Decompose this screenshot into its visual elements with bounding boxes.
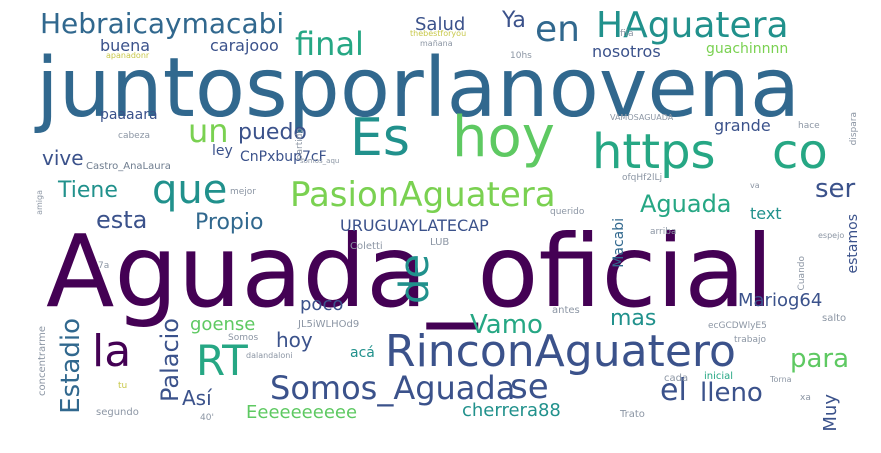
word-hace: hace xyxy=(798,121,820,131)
word-10hs: 10hs xyxy=(510,51,532,61)
word-un: un xyxy=(188,112,229,150)
word-el: el xyxy=(660,373,687,408)
word-buena: buena xyxy=(100,36,151,55)
word-vamo: Vamo xyxy=(470,310,543,340)
word-espejo: espejo xyxy=(818,231,845,240)
word-trabajo: trabajo xyxy=(734,335,766,345)
word-rt: RT xyxy=(196,336,248,385)
word-pasionaguatera: PasionAguatera xyxy=(290,175,556,215)
word-xa: xa xyxy=(800,393,811,403)
word-haguatera: HAguatera xyxy=(596,5,789,46)
word-thebestforyou: thebestforyou xyxy=(410,29,467,38)
word-en: en xyxy=(535,9,580,50)
word-antes: antes xyxy=(552,305,580,316)
word-somos-aqu: somos_aqu xyxy=(300,157,340,165)
word-final: final xyxy=(295,25,364,63)
word-ofqhf2llj: ofqHf2lLj xyxy=(622,173,663,183)
word-partido: partido xyxy=(295,128,305,161)
word-ley: ley xyxy=(212,143,233,159)
word-uruguaylatecap: URUGUAYLATECAP xyxy=(340,216,489,235)
word-inicial: inicial xyxy=(704,371,734,382)
word-mas: mas xyxy=(610,306,657,331)
word-cada: cada xyxy=(664,373,689,384)
word-tu: tu xyxy=(118,381,128,391)
word-amiga: amiga xyxy=(35,190,44,215)
word-mariog64: Mariog64 xyxy=(738,290,823,311)
word-ecgcdwlye5: ecGCDWlyE5 xyxy=(708,321,767,331)
word-poco: poco xyxy=(300,294,344,315)
word-ser: ser xyxy=(815,174,856,204)
word-para: para xyxy=(790,344,850,374)
word-vive: vive xyxy=(42,146,84,170)
word-lleno: lleno xyxy=(700,378,763,408)
word-fila: fila xyxy=(620,29,634,39)
word-goense: goense xyxy=(190,314,256,335)
word-palacio: Palacio xyxy=(156,318,184,403)
word-cabeza: cabeza xyxy=(118,131,150,141)
word-tiene: Tiene xyxy=(58,178,118,203)
word-cherrera88: cherrera88 xyxy=(462,400,561,421)
word-se: se xyxy=(510,367,549,407)
word-concentrarme: concentrarme xyxy=(37,326,48,396)
word-querido: querido xyxy=(550,207,585,217)
word-dalandaloni: dalandaloni xyxy=(246,351,293,360)
word-esta: esta xyxy=(96,206,148,234)
word-lub: LUB xyxy=(430,237,450,248)
word-puedo: puedo xyxy=(238,120,307,145)
word-aca: acá xyxy=(350,345,375,361)
word-manana: mañana xyxy=(420,39,453,48)
word-40: 40' xyxy=(200,413,214,423)
word-hoy-large: hoy xyxy=(452,105,555,170)
word-hebraicaymacabi: Hebraicaymacabi xyxy=(40,7,285,40)
word-aguada-oficial: Aguada_oficial xyxy=(46,213,774,330)
word-text: text xyxy=(750,204,782,223)
word-torna: Torna xyxy=(770,375,792,384)
word-carajooo: carajooo xyxy=(210,36,279,55)
word-apanadonr: apanadonr xyxy=(106,51,150,60)
word-https: https xyxy=(592,124,716,180)
word-hoy-small: hoy xyxy=(276,328,313,352)
word-mejor: mejor xyxy=(230,187,257,197)
word-cnpxbup7cf: CnPxbup7cF xyxy=(240,149,327,165)
word-cuando: Cuando xyxy=(797,256,807,291)
word-vamosaguada: VAMOSAGUADA xyxy=(610,113,674,122)
word-juntosporlanovena: juntosporlanovena xyxy=(36,41,801,136)
word-eeeeeeeeee: Eeeeeeeeee xyxy=(246,402,358,423)
word-arriba: arriba xyxy=(650,227,677,237)
word-estadio: Estadio xyxy=(56,318,86,414)
word-paaaara: paaaara xyxy=(100,107,158,123)
word-nosotros: nosotros xyxy=(592,42,661,61)
word-propio: Propio xyxy=(195,210,264,235)
word-trato: Trato xyxy=(620,409,645,420)
word-de: de xyxy=(392,254,438,304)
word-la: la xyxy=(92,326,132,377)
word-va: va xyxy=(750,181,760,190)
word-somos-aguada: Somos_Aguada xyxy=(270,369,516,407)
word-jl5iwlhod9: JL5iWLHOd9 xyxy=(298,319,360,330)
word-castro-analaura: Castro_AnaLaura xyxy=(86,161,171,172)
word-somos: Somos xyxy=(228,333,259,343)
word-7a: 7a xyxy=(98,261,110,271)
word-muy: Muy xyxy=(820,394,841,432)
word-salud: Salud xyxy=(415,14,466,35)
word-macabi: Macabi xyxy=(611,218,627,268)
word-estamos: estamos xyxy=(845,214,861,274)
word-que: que xyxy=(152,167,228,213)
word-ya: Ya xyxy=(502,8,526,33)
word-aguada: Aguada xyxy=(640,190,732,218)
word-dispara: dispara xyxy=(849,112,859,146)
word-coletti: Coletti xyxy=(350,241,383,252)
word-guachinnnn: guachinnnn xyxy=(706,41,789,57)
word-co: co xyxy=(772,124,828,180)
word-salto: salto xyxy=(822,313,847,324)
word-rinconaguatero: RinconAguatero xyxy=(385,326,736,377)
word-es: Es xyxy=(350,108,410,168)
word-grande: grande xyxy=(714,116,771,135)
word-segundo: segundo xyxy=(96,407,139,418)
word-asi: Así xyxy=(182,386,212,410)
